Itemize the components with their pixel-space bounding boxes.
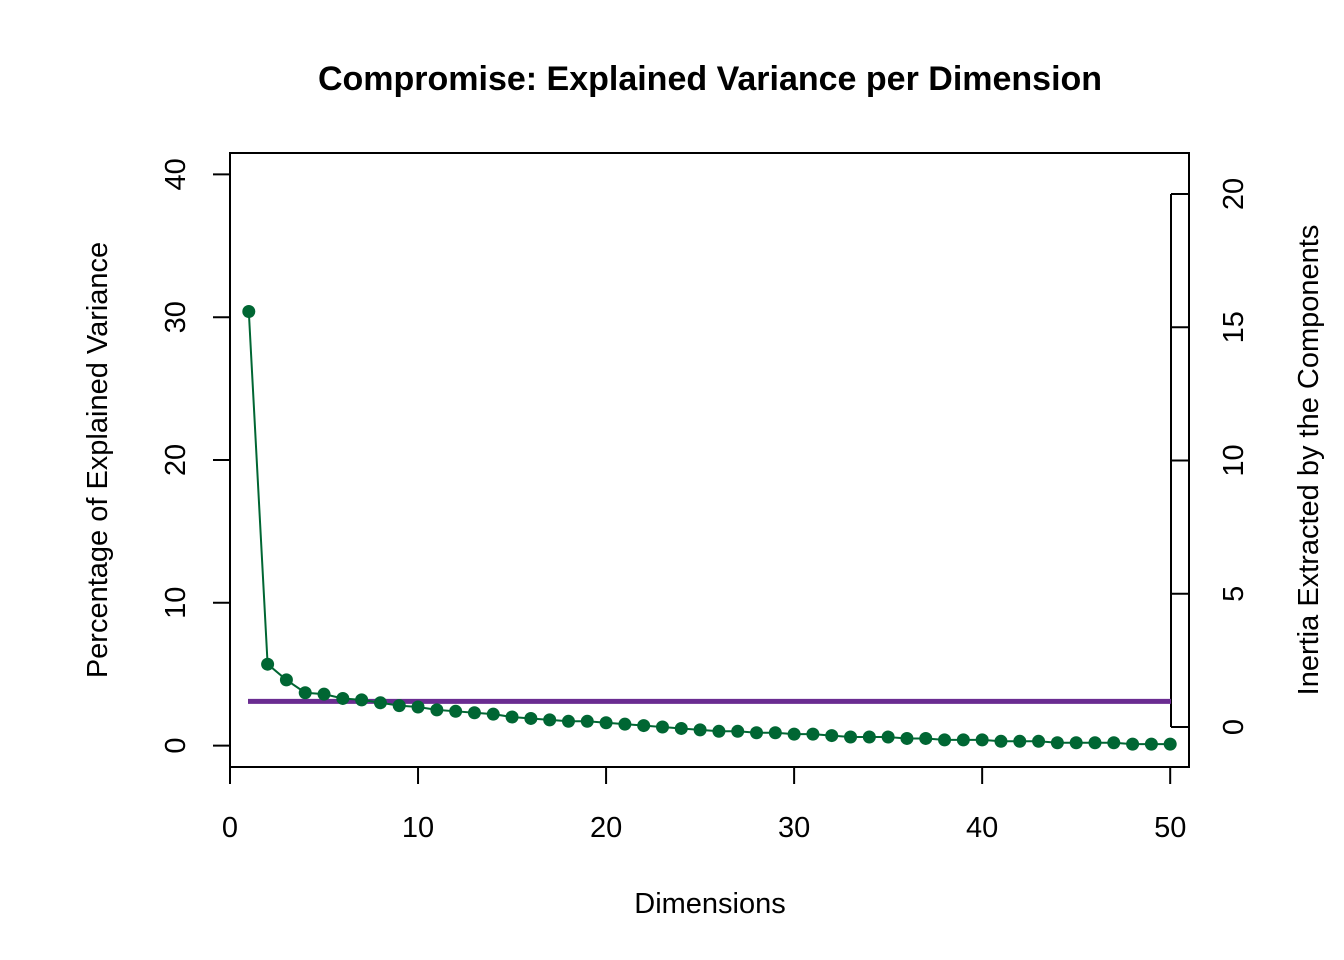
y-axis-label: Percentage of Explained Variance xyxy=(82,242,114,678)
data-point xyxy=(599,716,613,730)
data-point xyxy=(1107,736,1121,750)
y-tick-label: 40 xyxy=(160,158,192,190)
data-point xyxy=(1144,737,1158,751)
data-point xyxy=(956,733,970,747)
data-point xyxy=(1032,734,1046,748)
data-point xyxy=(317,687,331,701)
data-point xyxy=(825,729,839,743)
data-point xyxy=(938,733,952,747)
x-tick-label: 10 xyxy=(402,812,434,844)
data-point xyxy=(373,696,387,710)
data-point xyxy=(900,731,914,745)
data-point xyxy=(731,724,745,738)
data-point xyxy=(543,713,557,727)
data-point xyxy=(994,734,1008,748)
data-point xyxy=(881,730,895,744)
data-point xyxy=(712,724,726,738)
data-point xyxy=(524,711,538,725)
y-tick-label: 10 xyxy=(160,587,192,619)
data-point xyxy=(618,717,632,731)
y2-tick-label: 0 xyxy=(1218,719,1250,735)
y-tick-label: 30 xyxy=(160,301,192,333)
y2-axis: 0 5 10 15 20 xyxy=(1170,178,1250,735)
y2-tick-label: 15 xyxy=(1218,311,1250,343)
data-point xyxy=(1050,736,1064,750)
data-point xyxy=(1088,736,1102,750)
data-point xyxy=(674,721,688,735)
x-tick-label: 50 xyxy=(1154,812,1186,844)
data-point xyxy=(467,706,481,720)
x-tick-label: 30 xyxy=(778,812,810,844)
data-point xyxy=(279,673,293,687)
y2-tick-label: 10 xyxy=(1218,444,1250,476)
data-point xyxy=(750,726,764,740)
data-point xyxy=(261,657,275,671)
x-tick-label: 40 xyxy=(966,812,998,844)
data-point xyxy=(1013,734,1027,748)
y2-tick-label: 5 xyxy=(1218,586,1250,602)
x-tick-label: 20 xyxy=(590,812,622,844)
y-tick-label: 20 xyxy=(160,444,192,476)
data-point xyxy=(637,719,651,733)
data-point xyxy=(655,720,669,734)
data-point xyxy=(1069,736,1083,750)
data-point xyxy=(787,727,801,741)
data-point xyxy=(355,693,369,707)
y-tick-label: 0 xyxy=(160,738,192,754)
y2-tick-label: 20 xyxy=(1218,178,1250,210)
data-point xyxy=(1163,737,1177,751)
y-axis: 0 10 20 30 40 xyxy=(160,158,231,754)
data-point xyxy=(411,700,425,714)
data-point xyxy=(561,714,575,728)
x-axis: 0 10 20 30 40 50 xyxy=(222,766,1186,844)
x-tick-label: 0 xyxy=(222,812,238,844)
data-point xyxy=(975,733,989,747)
data-point xyxy=(693,723,707,737)
data-point xyxy=(505,710,519,724)
data-point xyxy=(806,727,820,741)
data-point xyxy=(242,304,256,318)
data-point xyxy=(768,726,782,740)
data-point xyxy=(336,691,350,705)
x-axis-label: Dimensions xyxy=(634,888,786,920)
data-point xyxy=(449,704,463,718)
data-point xyxy=(392,699,406,713)
chart-title: Compromise: Explained Variance per Dimen… xyxy=(318,60,1102,98)
data-point xyxy=(862,730,876,744)
data-point xyxy=(844,730,858,744)
data-point xyxy=(919,731,933,745)
data-point xyxy=(486,707,500,721)
y2-axis-label: Inertia Extracted by the Components xyxy=(1293,225,1325,696)
data-point xyxy=(298,686,312,700)
series-layer xyxy=(242,304,1177,751)
data-point xyxy=(580,714,594,728)
data-point xyxy=(430,703,444,717)
data-point xyxy=(1126,737,1140,751)
